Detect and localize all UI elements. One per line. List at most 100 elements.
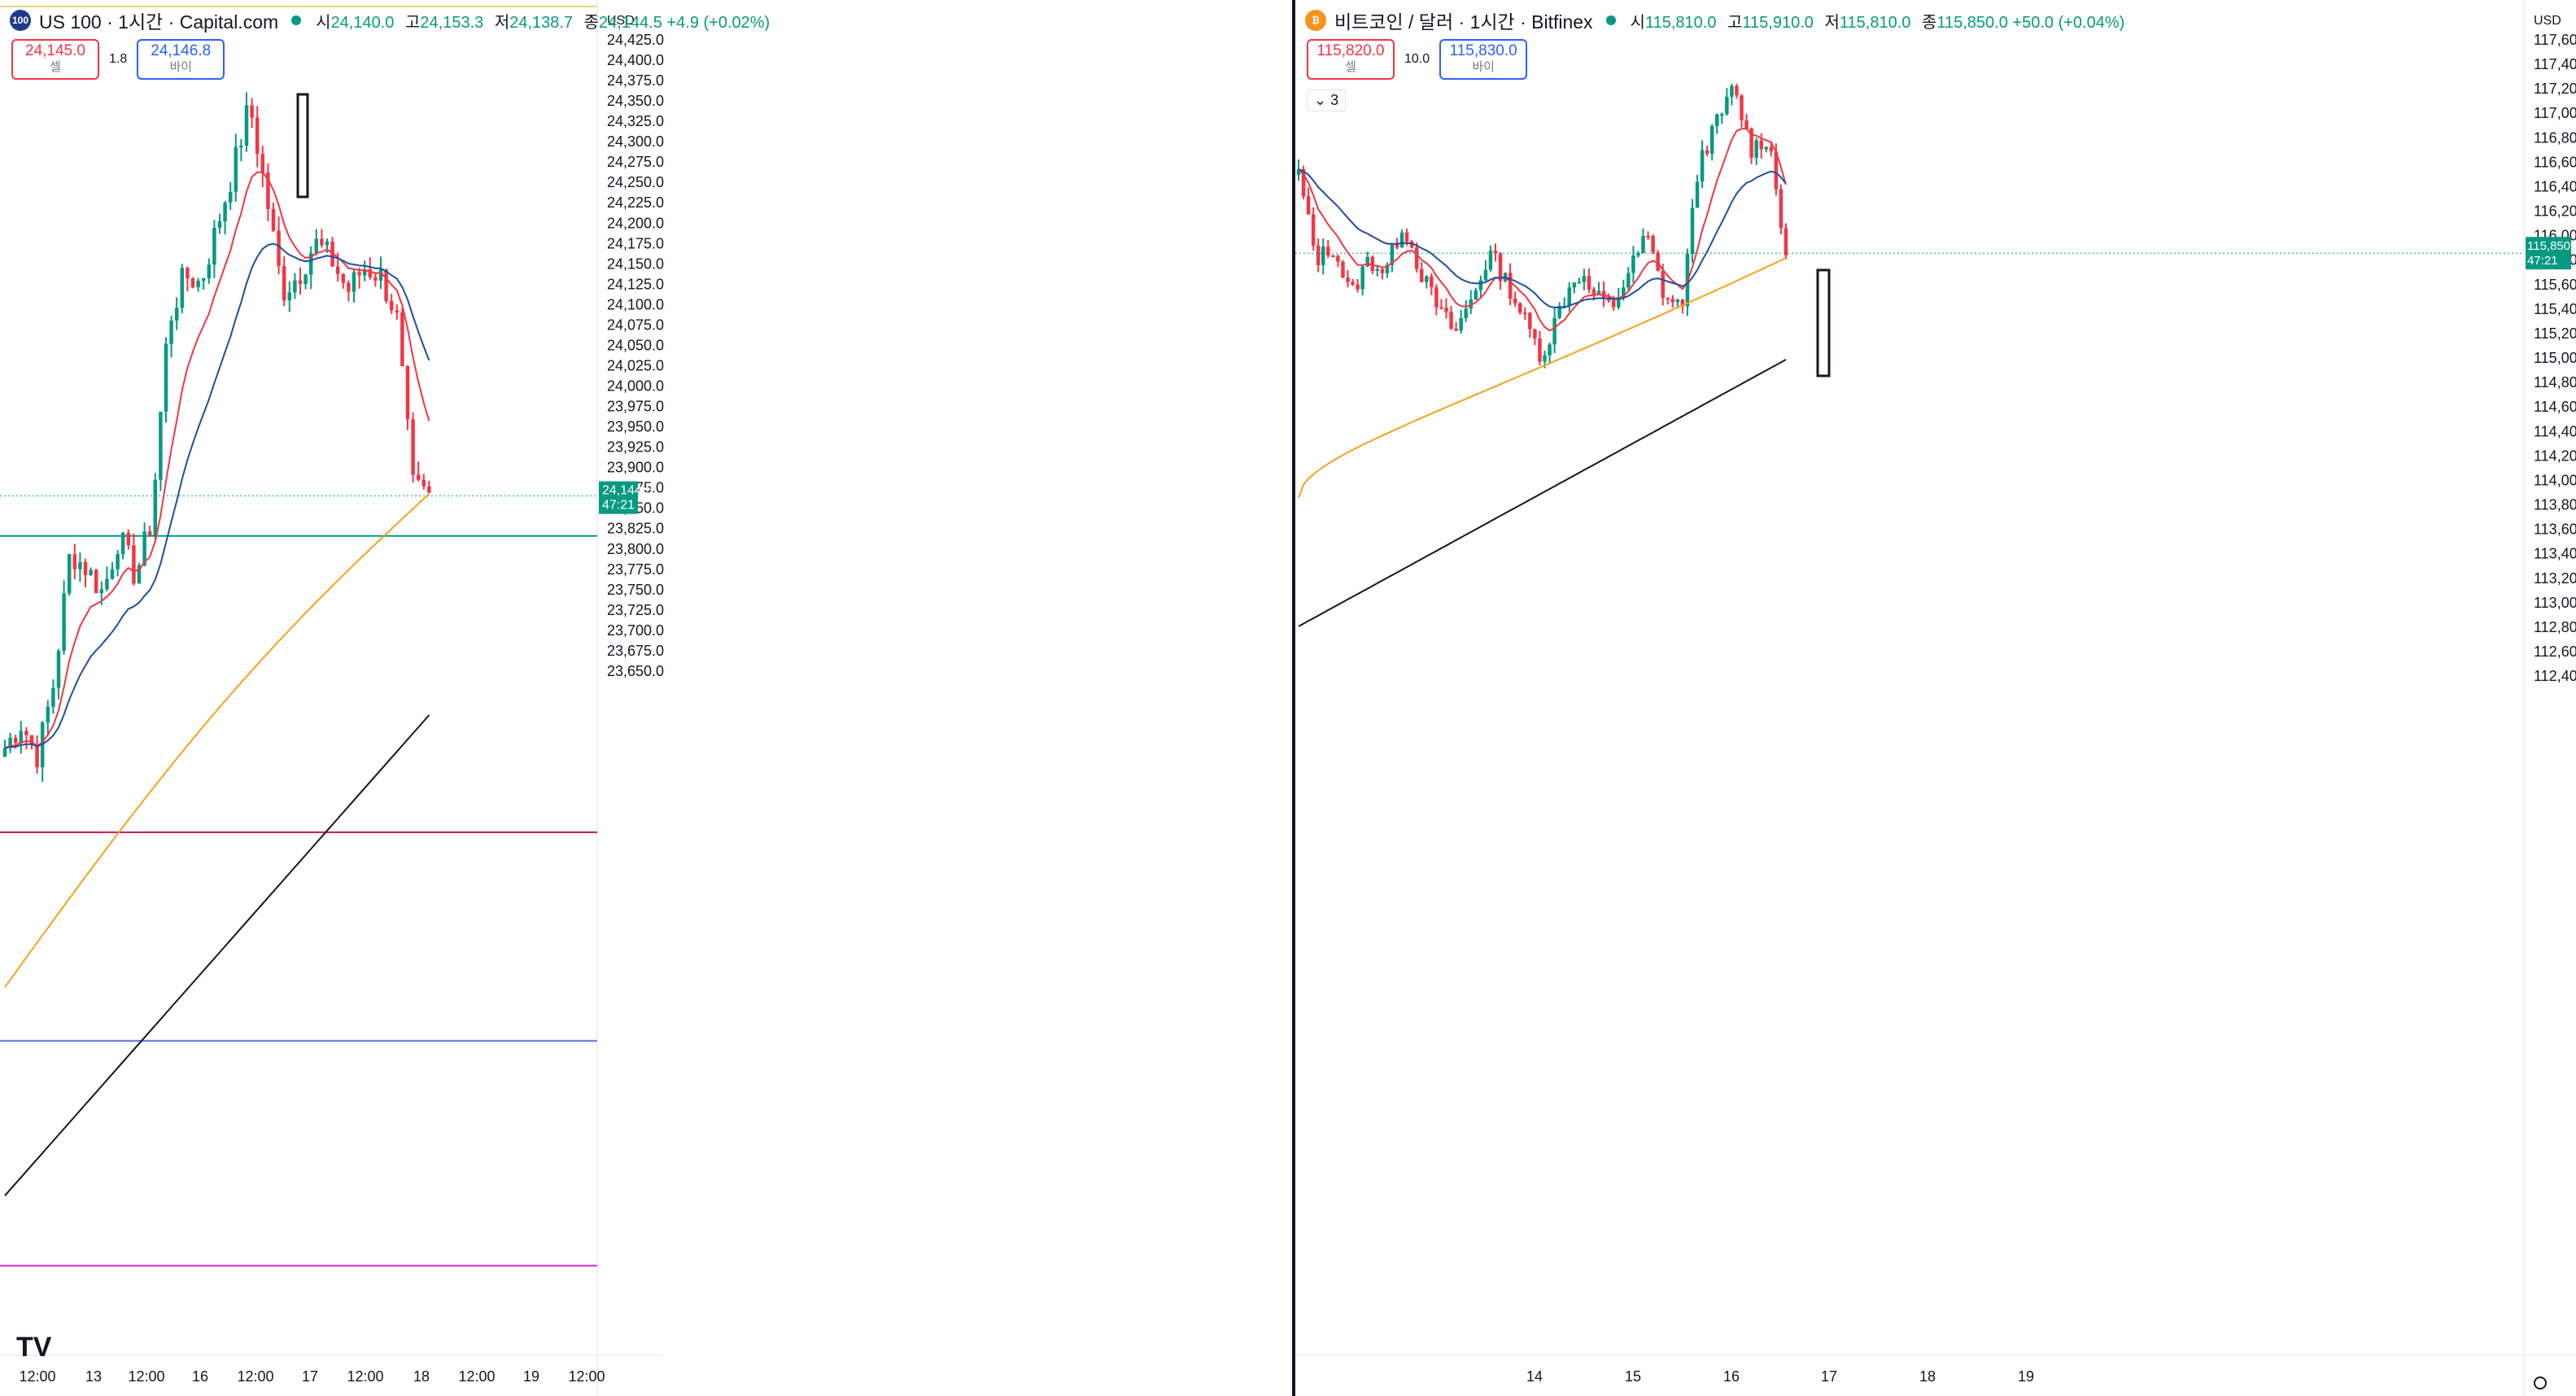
price-axis-tick: 24,375.0 [607,72,664,89]
price-axis-tick: 23,775.0 [607,561,664,578]
us100-candle [287,292,292,301]
us100-candle [416,474,421,480]
us100-candle [19,731,24,744]
price-axis-tick: 114,800.0 [2534,374,2576,390]
highlight-rectangle[interactable] [1816,268,1831,377]
right-symbol-title[interactable]: 비트코인 / 달러 · 1시간 · Bitfinex [1334,11,1593,33]
left-buy-button[interactable]: 24,146.8 바이 [137,39,225,80]
btc-candle [1582,276,1587,282]
us100-candle [67,554,72,594]
btc-candle [1311,214,1316,246]
price-axis-tick: 117,000.0 [2534,105,2576,121]
price-axis-tick: 112,400.0 [2534,668,2576,684]
btc-candle [1390,243,1395,265]
price-axis-tick: 24,300.0 [607,133,664,150]
btc-candle [1360,266,1364,290]
settings-gear-icon[interactable] [2534,1376,2547,1389]
btc-candle [1631,255,1635,273]
time-axis-tick: 15 [1625,1368,1641,1385]
btc-candle [1404,232,1409,242]
us100-candle [78,561,82,569]
btc-candle [1474,290,1478,300]
btc-candle [1596,290,1601,294]
price-axis-tick: 115,000.0 [2534,350,2576,366]
left-chart-canvas[interactable]: 24,425.0 24,400.0 24,375.0 24,350.0 24,325.0… [0,0,1292,1396]
us100-candle [303,274,308,285]
btc-candle [1346,277,1350,282]
right-buy-button[interactable]: 115,830.0 바이 [1439,39,1528,80]
time-axis-tick: 12:00 [128,1368,164,1385]
btc-candle [1478,280,1483,290]
current-price-tag [599,481,638,514]
price-axis-tick: 24,050.0 [607,337,664,353]
btc-candle [1493,251,1498,254]
btc-candle [1434,287,1439,308]
btc-candle [1774,151,1779,190]
us100-candle [411,419,415,475]
us100-candle [320,238,324,246]
btc-candle [1528,312,1532,329]
currency-label: USD [2534,14,2561,28]
btc-candle [1759,140,1763,150]
us100-candle [427,486,431,493]
right-spread: 10.0 [1404,52,1430,66]
price-axis-tick: 23,725.0 [607,602,664,618]
btc-candle [1370,256,1374,271]
btc-candle [1395,243,1399,248]
us100-candle [378,269,383,281]
panel-divider[interactable] [1292,0,1295,1396]
price-axis-tick: 24,100.0 [607,296,664,312]
btc-candle [1409,241,1414,248]
us100-candle [8,737,12,748]
us100-candle [56,651,61,688]
time-axis-tick: 18 [1919,1368,1936,1385]
tradingview-logo[interactable]: TV [16,1332,52,1363]
btc-candle [1626,273,1631,288]
highlight-rectangle[interactable] [296,93,309,198]
btc-candle [1646,236,1650,238]
time-axis-tick: 12:00 [237,1368,273,1385]
us100-candle [153,479,158,535]
btc-candle [1705,150,1709,154]
us100-candle [282,266,286,301]
price-axis-tick: 24,250.0 [607,174,664,190]
price-axis-tick: 115,200.0 [2534,325,2576,342]
left-sell-button[interactable]: 24,145.0 셀 [11,39,99,80]
btc-candle [1439,307,1443,309]
price-axis-tick: 24,000.0 [607,378,664,395]
btc-candle [1572,282,1577,288]
us100-candle [239,146,243,148]
price-axis-tick: 114,200.0 [2534,447,2576,464]
us100-candle [116,554,120,569]
price-axis-tick: 24,425.0 [607,32,664,48]
us100-candle [35,744,39,768]
us100-symbol-icon: 100 [10,10,31,31]
price-axis-tick: 23,675.0 [607,643,664,659]
right-chart-canvas[interactable]: 117,600.0 117,400.0 117,200.0 117,000.0 116,… [1295,0,2576,1396]
btc-candle [1414,247,1419,269]
ema-short-line [4,171,430,749]
btc-candle [1459,318,1463,331]
us100-candle [347,282,351,292]
us100-candle [335,266,340,274]
btc-candle [1449,312,1453,329]
us100-candle [234,146,238,192]
us100-candle [277,230,281,267]
price-axis-tick: 113,800.0 [2534,497,2576,513]
price-axis-tick: 23,925.0 [607,439,664,456]
us100-candle [72,554,77,569]
btc-candle [1656,252,1660,272]
ema-200-line [4,714,430,1197]
btc-candle [1508,273,1513,299]
us100-candle [105,578,109,590]
btc-candle [1444,308,1448,312]
us100-candle [196,281,200,288]
btc-candle [1622,287,1626,298]
price-axis-tick: 24,200.0 [607,215,664,231]
right-sell-button[interactable]: 115,820.0 셀 [1307,39,1395,80]
time-axis-tick: 16 [192,1368,208,1385]
indicators-toggle-button[interactable]: ⌄ 3 [1307,89,1347,111]
price-axis-tick: 112,600.0 [2534,643,2576,660]
us100-candle [400,312,404,367]
left-symbol-title[interactable]: US 100 · 1시간 · Capital.com [39,11,279,33]
